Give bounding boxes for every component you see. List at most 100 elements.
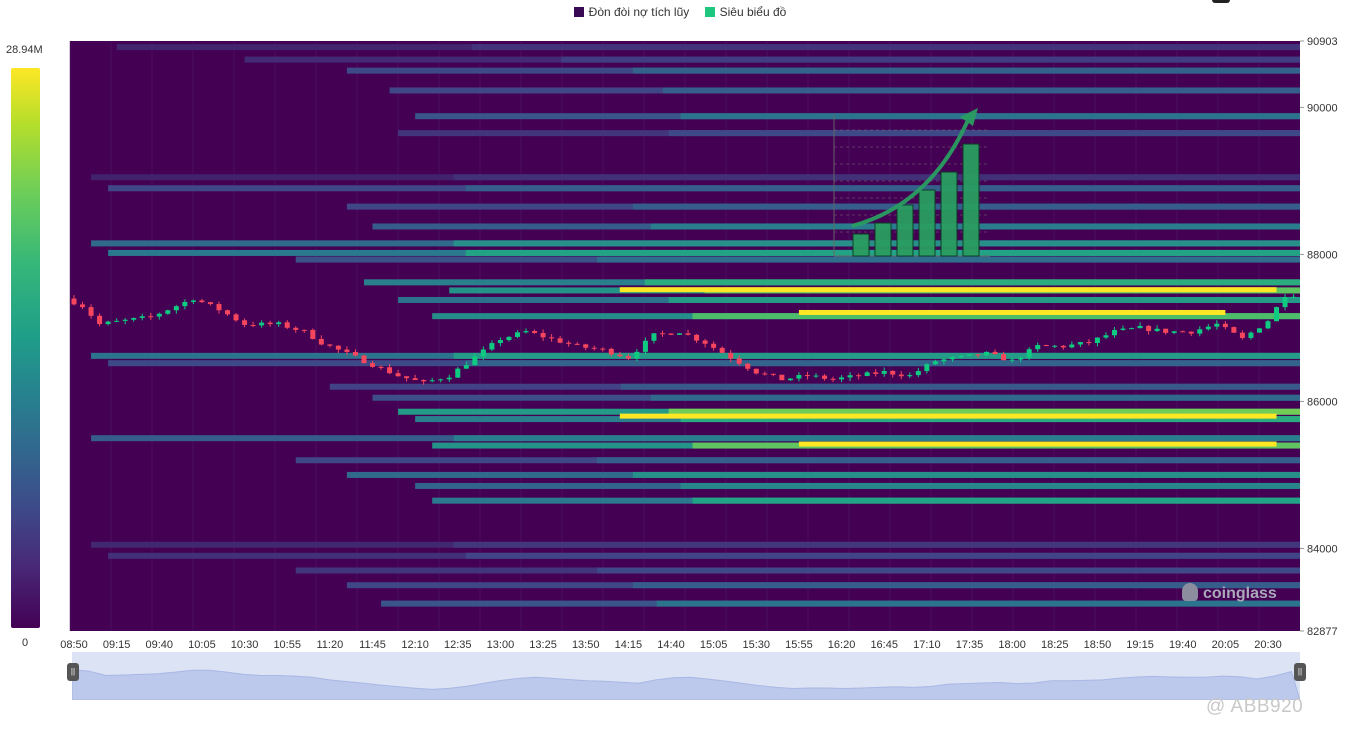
candle-body	[438, 379, 444, 381]
candle-body	[915, 371, 921, 376]
x-tick-label: 09:40	[146, 639, 174, 651]
x-tick-label: 18:50	[1084, 639, 1112, 651]
candle-body	[591, 347, 597, 349]
candle-body	[71, 298, 77, 305]
candle-body	[139, 316, 145, 318]
legend-swatch-accumulated	[573, 7, 584, 17]
candle-body	[557, 338, 563, 343]
candle-body	[625, 356, 631, 359]
menu-icon[interactable]	[1212, 0, 1230, 3]
y-tick-label: 90903	[1307, 36, 1338, 48]
candle-body	[489, 343, 495, 350]
candle-body	[1205, 326, 1211, 330]
hot-levels	[619, 287, 1277, 447]
hot-liquidation-level	[798, 441, 1277, 447]
liquidation-band-core	[597, 567, 1300, 574]
candle-body	[532, 331, 538, 334]
legend-label-accumulated: Đòn đòi nợ tích lũy	[588, 5, 690, 19]
candle-body	[250, 324, 256, 326]
liquidation-band-core	[668, 130, 1300, 137]
candle-body	[642, 340, 648, 352]
candle-body	[1026, 349, 1032, 358]
candle-body	[566, 342, 572, 344]
candle-body	[1001, 354, 1007, 361]
navigator-right-handle[interactable]: ||	[1294, 663, 1306, 681]
candle-body	[1222, 323, 1228, 328]
candle-body	[822, 375, 828, 379]
candle-body	[1214, 323, 1220, 327]
liquidation-band-core	[453, 541, 1300, 548]
candle-body	[753, 368, 759, 374]
x-axis: 08:50 09:15 09:40 10:05 10:30 10:55 11:20 11:45…	[60, 639, 1282, 651]
candle-body	[480, 349, 486, 357]
liquidation-band-core	[620, 383, 1300, 390]
candle-body	[1018, 357, 1024, 360]
candle-body	[949, 357, 955, 360]
time-navigator[interactable]	[72, 652, 1300, 700]
candle-body	[301, 329, 307, 331]
candle-body	[839, 377, 845, 380]
x-tick-label: 18:00	[998, 639, 1026, 651]
y-tick-label: 86000	[1307, 396, 1338, 408]
candle-body	[1291, 296, 1297, 298]
candle-body	[523, 331, 529, 333]
x-tick-label: 16:20	[828, 639, 856, 651]
x-tick-label: 13:25	[529, 639, 557, 651]
candle-body	[1043, 345, 1049, 347]
liquidation-band-core	[662, 87, 1300, 94]
candle-body	[267, 322, 273, 325]
x-tick-label: 13:00	[487, 639, 515, 651]
candle-body	[514, 332, 520, 337]
colorbar	[11, 68, 40, 628]
candle-body	[958, 355, 964, 358]
x-tick-label: 17:10	[913, 639, 941, 651]
candle-body	[1103, 335, 1109, 338]
candle-body	[728, 352, 734, 359]
coinglass-logo: coinglass	[1182, 583, 1277, 603]
candle-body	[105, 321, 111, 325]
candle-body	[736, 358, 742, 364]
candle-body	[327, 344, 333, 346]
candle-body	[1077, 342, 1083, 345]
legend: Đòn đòi nợ tích lũy Siêu biểu đồ	[0, 5, 1360, 20]
liquidation-band-core	[632, 471, 1300, 478]
candle-body	[711, 343, 717, 348]
candle-body	[370, 363, 375, 367]
candle-body	[1052, 345, 1058, 347]
x-tick-label: 17:35	[956, 639, 984, 651]
candle-body	[549, 337, 555, 339]
candle-body	[967, 354, 972, 356]
legend-item-super-chart[interactable]: Siêu biểu đồ	[704, 5, 786, 19]
navigator-preview	[72, 668, 1300, 700]
y-tick-label: 88000	[1307, 249, 1338, 261]
candle-body	[907, 375, 913, 377]
candle-body	[225, 310, 231, 315]
candle-body	[318, 338, 324, 345]
x-tick-label: 14:40	[657, 639, 685, 651]
legend-item-accumulated[interactable]: Đòn đòi nợ tích lũy	[573, 5, 690, 19]
candle-body	[1035, 345, 1041, 350]
candle-body	[694, 334, 700, 341]
brand-name: coinglass	[1203, 585, 1277, 602]
liquidation-band-core	[471, 44, 1300, 51]
liquidation-band-core	[692, 497, 1300, 504]
candle-body	[677, 333, 683, 335]
candle-body	[932, 361, 938, 365]
candle-body	[659, 333, 665, 335]
liquidation-band-core	[453, 435, 1300, 442]
candle-body	[804, 375, 810, 377]
y-tick-label: 84000	[1307, 543, 1338, 555]
candle-body	[1137, 325, 1143, 329]
candle-body	[1060, 345, 1066, 348]
liquidation-band-core	[465, 552, 1300, 559]
candle-body	[992, 351, 998, 355]
liquidation-band-core	[453, 352, 1300, 359]
navigator-left-handle[interactable]: ||	[67, 663, 79, 681]
x-tick-label: 19:15	[1126, 639, 1154, 651]
candle-body	[1163, 328, 1169, 333]
candle-body	[335, 345, 341, 350]
candle-body	[284, 322, 290, 328]
candle-body	[216, 304, 222, 311]
candle-body	[207, 302, 213, 305]
